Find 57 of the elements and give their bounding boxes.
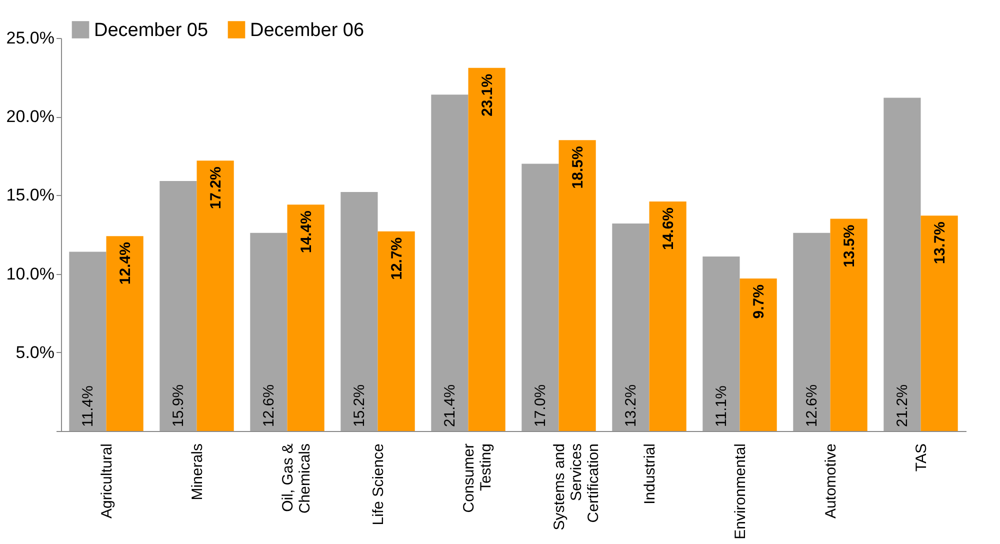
x-tick-label: Automotive	[822, 444, 840, 519]
bar	[250, 232, 288, 431]
bar	[702, 256, 740, 431]
data-label: 14.4%	[298, 210, 315, 254]
data-label: 13.5%	[840, 224, 858, 268]
data-label: 13.2%	[622, 384, 640, 427]
bar	[884, 98, 921, 431]
bar	[196, 160, 234, 431]
data-label: 11.4%	[80, 386, 97, 427]
data-label: 17.0%	[532, 384, 550, 427]
bar	[468, 68, 506, 431]
x-tick-label: Consumer Testing	[460, 444, 494, 513]
bar	[69, 252, 106, 431]
legend-label: December 06	[250, 20, 364, 41]
x-tick-label: Industrial	[641, 444, 658, 504]
x-tick-label: Life Science	[370, 444, 387, 526]
data-label: 21.4%	[442, 384, 459, 427]
bar	[287, 204, 324, 431]
y-tick-label: 15.0%	[6, 186, 54, 205]
data-label: 15.9%	[170, 384, 188, 427]
x-tick-label: Systems and Services Certification	[550, 444, 602, 530]
y-tick-label: 25.0%	[6, 28, 54, 48]
data-label: 21.2%	[894, 384, 912, 427]
bar	[340, 192, 378, 431]
data-label: 13.7%	[931, 222, 948, 264]
data-label: 12.4%	[116, 242, 134, 285]
data-label: 11.1%	[713, 386, 730, 427]
x-tick-label: Environmental	[732, 444, 749, 540]
x-tick-label: Agricultural	[98, 444, 116, 519]
x-tick-label: Minerals	[188, 444, 206, 500]
bar	[793, 232, 830, 431]
legend-label: December 05	[94, 20, 208, 41]
data-label: 14.6%	[660, 207, 677, 250]
bar	[522, 164, 559, 431]
bar	[431, 94, 468, 431]
bar	[612, 223, 650, 431]
x-tick-label: Oil, Gas & Chemicals	[279, 444, 314, 514]
data-label: 23.1%	[478, 74, 496, 116]
data-label: 18.5%	[569, 146, 586, 189]
data-label: 9.7%	[750, 284, 768, 319]
y-tick-label: 20.0%	[6, 107, 54, 126]
bar	[830, 218, 868, 431]
y-tick-label: 10.0%	[6, 264, 54, 284]
bar	[160, 181, 197, 431]
bar	[920, 216, 958, 431]
bar	[378, 231, 415, 431]
data-label: 12.6%	[260, 384, 278, 427]
x-tick-label: TAS	[912, 444, 930, 472]
bar	[649, 201, 686, 431]
data-label: 15.2%	[351, 384, 368, 427]
bar	[740, 278, 777, 431]
y-tick-label: 5.0%	[16, 342, 54, 362]
data-label: 12.6%	[804, 384, 821, 427]
data-label: 17.2%	[207, 166, 224, 210]
bar	[106, 236, 144, 431]
data-label: 12.7%	[388, 237, 406, 280]
bar	[558, 140, 596, 431]
